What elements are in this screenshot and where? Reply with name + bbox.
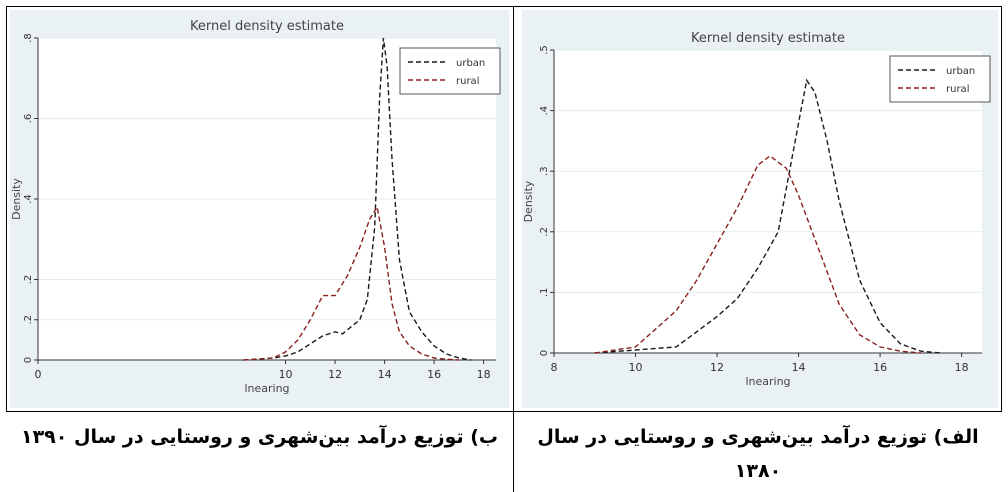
table-border-right	[1001, 6, 1002, 411]
x-tick-label: 8	[551, 361, 558, 374]
series-line-urban	[243, 37, 472, 361]
series-line-rural	[243, 205, 459, 361]
x-tick-label: 14	[378, 368, 392, 381]
chart-title: Kernel density estimate	[190, 19, 344, 34]
caption-1380-line2: ۱۳۸۰	[734, 460, 782, 482]
chart-panel-1380: 0 .1 .2 .3 .4 .5 8 10 12 14 16 18 Kernel density est…	[522, 10, 998, 408]
y-tick-label: .2	[23, 315, 34, 325]
series-line-rural	[594, 155, 921, 354]
x-tick-label: 18	[955, 361, 969, 374]
y-tick-label: .1	[539, 288, 550, 298]
table-border-top	[6, 6, 1002, 7]
y-tick-label: 0	[23, 357, 34, 363]
chart-panel-1390: 0 .2 .2 .4 .6 .8 0 10 12 14 16 18 Kernel density est…	[10, 10, 509, 408]
x-tick-label: 16	[427, 368, 441, 381]
y-tick-label: .2	[539, 227, 550, 237]
y-axis-label: Density	[10, 178, 23, 220]
legend-box	[889, 55, 991, 103]
y-tick-label: .5	[539, 45, 550, 55]
x-tick-label: 14	[792, 361, 806, 374]
density-chart-1380: 0 .1 .2 .3 .4 .5 8 10 12 14 16 18 Kernel density est…	[522, 31, 991, 388]
x-tick-label: 18	[477, 368, 491, 381]
density-chart-1390: 0 .2 .2 .4 .6 .8 0 10 12 14 16 18 Kernel density est…	[10, 19, 501, 395]
y-axis-label: Density	[522, 180, 535, 222]
x-tick-label: 16	[873, 361, 887, 374]
y-tick-label: .4	[23, 194, 34, 204]
y-tick-label: 0	[539, 350, 550, 356]
y-tick-label: .8	[23, 33, 34, 43]
table-border-center	[513, 6, 514, 492]
x-tick-label: 12	[328, 368, 342, 381]
x-tick-label: 10	[279, 368, 293, 381]
legend-label-rural: rural	[946, 84, 969, 95]
table-border-mid	[6, 411, 1002, 412]
chart-title: Kernel density estimate	[691, 31, 845, 46]
legend-box	[399, 47, 501, 95]
x-tick-label: 12	[710, 361, 724, 374]
legend-label-urban: urban	[946, 66, 975, 77]
x-tick-label: 0	[35, 368, 42, 381]
y-tick-label: .6	[23, 114, 34, 124]
y-tick-label: .4	[539, 106, 550, 116]
x-axis-label: lnearing	[244, 382, 289, 395]
x-axis-label: lnearing	[745, 375, 790, 388]
caption-1390: ب) توزیع درآمد بین‌شهری و روستایی در سال…	[20, 426, 499, 448]
y-tick-label: .2	[23, 275, 34, 285]
legend-label-urban: urban	[456, 58, 485, 69]
table-border-left	[6, 6, 7, 411]
caption-1380-line1: الف) توزیع درآمد بین‌شهری و روستایی در س…	[537, 426, 979, 448]
y-tick-label: .3	[539, 166, 550, 176]
series-line-urban	[594, 78, 942, 354]
x-tick-label: 10	[629, 361, 643, 374]
legend-label-rural: rural	[456, 76, 479, 87]
